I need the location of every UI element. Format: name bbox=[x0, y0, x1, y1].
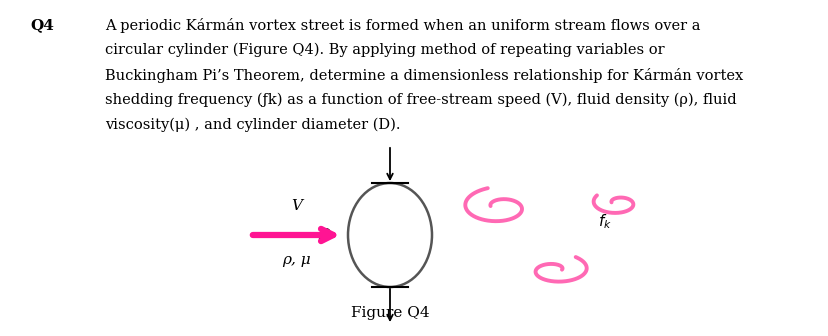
Text: V: V bbox=[291, 199, 301, 213]
Text: D: D bbox=[317, 228, 330, 242]
Text: $f_k$: $f_k$ bbox=[597, 213, 611, 232]
Text: viscosity(μ) , and cylinder diameter (D).: viscosity(μ) , and cylinder diameter (D)… bbox=[105, 118, 400, 132]
Text: Buckingham Pi’s Theorem, determine a dimensionless relationship for Kármán vorte: Buckingham Pi’s Theorem, determine a dim… bbox=[105, 68, 743, 83]
Text: Q4: Q4 bbox=[30, 18, 54, 32]
Text: A periodic Kármán vortex street is formed when an uniform stream flows over a: A periodic Kármán vortex street is forme… bbox=[105, 18, 700, 33]
Text: ρ, μ: ρ, μ bbox=[282, 253, 310, 267]
Text: Figure Q4: Figure Q4 bbox=[350, 306, 429, 320]
Text: circular cylinder (Figure Q4). By applying method of repeating variables or: circular cylinder (Figure Q4). By applyi… bbox=[105, 43, 664, 57]
Text: shedding frequency (ƒk) as a function of free-stream speed (V), fluid density (ρ: shedding frequency (ƒk) as a function of… bbox=[105, 93, 736, 108]
